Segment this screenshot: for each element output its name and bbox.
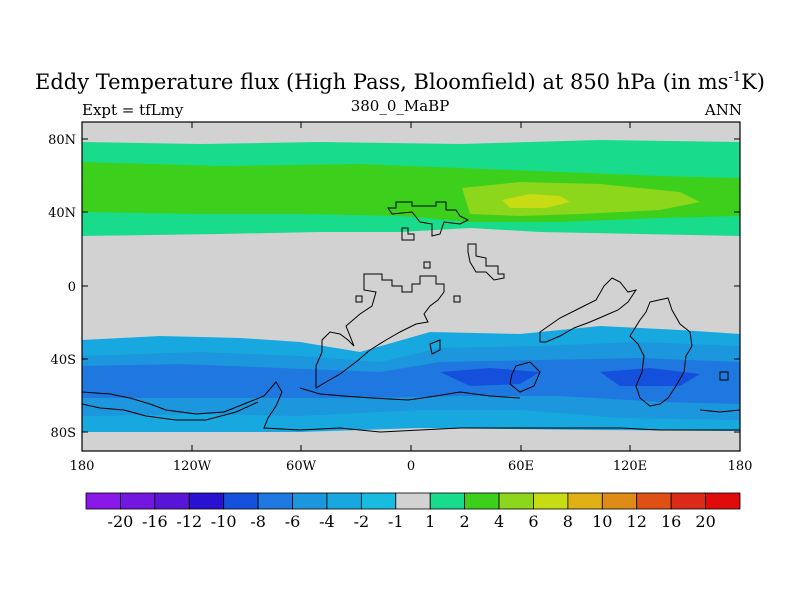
colorbar-swatch	[533, 492, 569, 510]
lat-label: 80S	[51, 426, 76, 441]
colorbar-swatch	[360, 492, 397, 510]
colorbar-swatch	[326, 492, 362, 510]
land-outline	[539, 277, 638, 343]
colorbar-label: -16	[142, 512, 168, 531]
land-outline	[429, 339, 441, 355]
colorbar-swatch	[601, 492, 638, 510]
colorbar-label: -2	[354, 512, 370, 531]
lon-label: 120E	[613, 459, 647, 474]
lat-label: 40S	[51, 353, 76, 368]
land-outlines	[81, 201, 741, 433]
land-outline	[387, 201, 470, 237]
colorbar-label: 20	[695, 512, 715, 531]
land-outline	[315, 273, 445, 389]
colorbar-swatch	[670, 492, 706, 510]
colorbar-label: 1	[425, 512, 435, 531]
lat-label: 40N	[48, 206, 76, 221]
land-outline	[355, 295, 363, 303]
colorbar-swatch	[85, 492, 121, 510]
land-outline	[719, 371, 729, 381]
negative-core-south	[82, 358, 740, 404]
lon-label: 60E	[508, 459, 534, 474]
positive-max-north	[502, 194, 570, 208]
colorbar-label: -4	[319, 512, 335, 531]
run-label: 380_0_MaBP	[350, 97, 450, 115]
colorbar-label: -20	[108, 512, 134, 531]
colorbar-label: 16	[661, 512, 681, 531]
lon-label: 0	[407, 459, 415, 474]
colorbar-label: -1	[388, 512, 404, 531]
lon-label: 60W	[286, 459, 317, 474]
season-label: ANN	[704, 101, 742, 119]
lon-label: 120W	[173, 459, 212, 474]
colorbar-swatch	[188, 492, 225, 510]
land-outline	[81, 401, 259, 421]
negative-peak-south	[440, 368, 540, 386]
land-outline	[401, 227, 415, 241]
lat-label: 80N	[48, 133, 76, 148]
colorbar-swatch	[395, 492, 431, 510]
lat-label: 0	[68, 280, 76, 295]
colorbar-swatch	[464, 492, 500, 510]
colorbar-label: -10	[211, 512, 237, 531]
land-outline	[299, 387, 521, 401]
colorbar-label: 2	[460, 512, 470, 531]
colorbar-label: -12	[176, 512, 202, 531]
longitude-ticks	[81, 122, 741, 451]
negative-peak-south	[600, 368, 700, 386]
colorbar-label: 10	[592, 512, 612, 531]
colorbar-swatch	[636, 492, 672, 510]
colorbar-label: 4	[494, 512, 504, 531]
colorbar-swatch	[567, 492, 603, 510]
land-outline	[509, 361, 541, 393]
land-outline	[699, 409, 741, 413]
colorbar-label: -6	[285, 512, 301, 531]
flux-map	[81, 121, 741, 452]
latitude-ticks	[82, 138, 740, 433]
lon-label: 180	[70, 459, 95, 474]
map-title: Eddy Temperature flux (High Pass, Bloomf…	[34, 70, 765, 94]
land-outline	[81, 381, 740, 433]
land-outline	[453, 295, 461, 303]
colorbar-swatch	[498, 492, 534, 510]
land-outline	[423, 261, 431, 269]
colorbar-swatch	[154, 492, 190, 510]
colorbar-label: 12	[627, 512, 647, 531]
colorbar-swatch	[292, 492, 328, 510]
colorbar-swatch	[429, 492, 466, 510]
experiment-label: Expt = tfLmy	[82, 101, 184, 119]
colorbar-label: -8	[250, 512, 266, 531]
colorbar-swatch	[705, 492, 741, 510]
colorbar-swatch	[120, 492, 156, 510]
map-axes: 80N 40N 0 40S 80S 180 120W 60W 0 60E 120…	[48, 122, 752, 474]
lon-label: 180	[728, 459, 753, 474]
land-outline	[467, 243, 505, 281]
land-outline	[629, 297, 693, 407]
colorbar-swatch	[223, 492, 259, 510]
colorbar-label: 6	[528, 512, 538, 531]
colorbar-swatch	[257, 492, 293, 510]
colorbar: -20 -16 -12 -10 -8 -6 -4 -2 -1 1 2 4 6 8 10 12 16 20	[85, 492, 741, 531]
colorbar-label: 8	[563, 512, 573, 531]
